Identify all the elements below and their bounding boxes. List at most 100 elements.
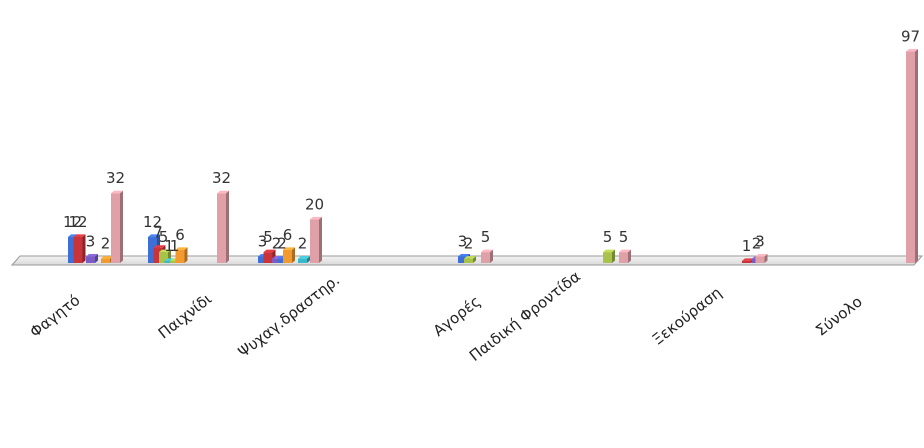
bar-top [159,249,171,253]
data-label: 32 [106,169,125,187]
bar-front [906,51,915,263]
data-label: 5 [481,228,491,246]
bar-top [175,247,188,250]
bar [86,253,98,263]
bar [175,247,188,263]
bar-side [226,190,229,263]
bar-front [73,236,83,263]
bar-front [68,236,77,263]
bar [755,253,768,263]
bar-front [277,258,287,263]
bar-top [755,253,768,257]
bar-front [283,249,292,263]
data-label: 2 [101,235,111,253]
bar-top [283,247,295,250]
bar-front [159,252,168,263]
bar-front [148,236,157,263]
category-label: Παιχνίδι [155,290,215,343]
data-label: 5 [263,228,273,246]
bar [310,216,322,263]
bar-side [612,249,615,263]
bar-top [148,234,160,237]
bar-front [111,193,120,263]
bar [298,256,310,263]
bar-top [153,245,166,248]
bar-front [101,258,110,263]
bar-top [464,256,476,259]
category-label: Φαγητό [26,291,83,341]
bar [464,256,476,263]
bar-front [464,258,473,263]
bar-top [458,253,470,257]
data-label: 1 [742,237,752,255]
bar-top [263,249,276,253]
data-label: 3 [258,232,268,250]
bar-side [120,190,123,263]
category-label: Αγορές [430,292,484,340]
category-label: Παιδική Φροντίδα [466,267,584,365]
bar-side [184,247,188,263]
bar-top [73,234,86,237]
category-label: Ψυχαγ.δραστηρ. [235,271,343,361]
data-label: 2 [464,235,474,253]
bar-front [217,193,226,263]
bar-front [263,252,273,263]
data-label: 5 [603,228,613,246]
bar-front [603,252,612,263]
bar-front [86,256,95,263]
data-label: 2 [272,235,282,253]
data-label: 32 [212,169,231,187]
bar-front [153,247,163,263]
bar-front [755,256,765,263]
bar-front [272,258,281,263]
category-label: Ξεκούραση [649,284,725,349]
bar-top [619,249,631,253]
data-label: 20 [305,195,324,213]
bar [906,49,918,263]
bar-front [481,252,490,263]
bar [217,190,229,263]
bar-top [742,258,754,261]
data-label: 1 [170,237,180,255]
bar-top [111,190,123,194]
bar-front [170,260,179,263]
bar-top [481,249,493,253]
bar [603,249,615,263]
data-label: 6 [175,226,185,244]
category-label: Σύνολο [812,292,865,339]
data-label: 12 [68,213,87,231]
data-label: 2 [277,235,287,253]
bar-side [490,249,493,263]
bar [481,249,493,263]
bar-front [619,252,628,263]
bar-top [217,190,229,194]
bar-top [603,249,615,253]
bar-side [292,247,295,263]
bar-top [101,256,113,259]
data-label: 12 [143,213,162,231]
bar-top [86,253,98,257]
data-label: 7 [153,224,163,242]
bar-side [319,216,322,263]
bar-front [742,260,751,263]
bar-side [307,256,310,263]
bar [283,247,295,263]
bar [619,249,631,263]
data-label: 2 [752,235,762,253]
data-label: 3 [86,232,96,250]
bar-front [258,256,267,263]
data-label: 2 [298,235,308,253]
bar-side [628,249,631,263]
data-label: 3 [458,232,468,250]
data-label: 97 [901,28,920,46]
bar-side [473,256,476,263]
data-label: 1 [164,237,174,255]
bar [111,190,123,263]
bar [73,234,86,263]
data-label: 5 [619,228,629,246]
bar-side [95,253,98,263]
bar-front [458,256,467,263]
bar-side [764,253,768,263]
data-label: 12 [63,213,82,231]
